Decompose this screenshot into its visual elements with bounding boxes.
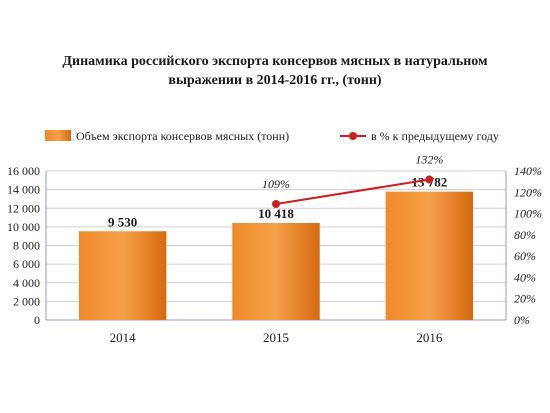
- y-left-tick-label: 10 000: [7, 220, 40, 234]
- chart-title-line-2: выражении в 2014-2016 гг., (тонн): [168, 73, 382, 88]
- growth-point: [425, 175, 434, 184]
- growth-line: [275, 178, 430, 205]
- legend: Объем экспорта консервов мясных (тонн) в …: [45, 129, 499, 143]
- bar: [78, 231, 167, 320]
- y-right-tick-label: 120%: [514, 185, 542, 199]
- chart-title: Динамика российского экспорта консервов …: [0, 52, 550, 90]
- y-right-tick-label: 60%: [514, 249, 536, 263]
- bar: [232, 222, 320, 320]
- y-left-tick-label: 2 000: [13, 294, 40, 308]
- y-right-tick-label: 40%: [514, 270, 536, 284]
- legend-label-line: в % к предыдущему году: [371, 129, 499, 143]
- y-right-tick-label: 20%: [514, 292, 536, 306]
- y-left-tick-label: 4 000: [13, 276, 40, 290]
- y-left-tick-label: 8 000: [13, 239, 40, 253]
- bar-value-label: 9 530: [108, 214, 137, 229]
- y-left-tick-label: 16 000: [7, 164, 40, 178]
- y-right-tick-label: 100%: [514, 207, 542, 221]
- chart-title-line-1: Динамика российского экспорта консервов …: [62, 54, 488, 69]
- y-right-tick-label: 0%: [514, 313, 530, 327]
- growth-point: [272, 199, 280, 208]
- y-left-tick-label: 14 000: [7, 183, 40, 197]
- legend-swatch-bar: [45, 130, 71, 141]
- x-category-label: 2015: [263, 330, 289, 345]
- y-left-tick-label: 0: [34, 313, 40, 327]
- growth-value-label: 109%: [262, 177, 290, 191]
- y-right-tick-label: 80%: [514, 228, 536, 242]
- x-category-label: 2016: [416, 330, 443, 345]
- y-left-tick-label: 6 000: [13, 257, 40, 271]
- x-category-label: 2014: [110, 330, 137, 345]
- legend-label-bar: Объем экспорта консервов мясных (тонн): [76, 129, 289, 143]
- bar-value-label: 10 418: [258, 206, 294, 221]
- bar: [385, 191, 474, 320]
- growth-value-label: 132%: [415, 153, 443, 167]
- y-right-tick-label: 140%: [514, 164, 542, 178]
- legend-swatch-marker: [349, 132, 357, 140]
- plot-area: 0 2 000 4 000 6 000 8 000 10 000 12 000 14 000 1…: [7, 153, 542, 345]
- y-left-tick-label: 12 000: [7, 201, 40, 215]
